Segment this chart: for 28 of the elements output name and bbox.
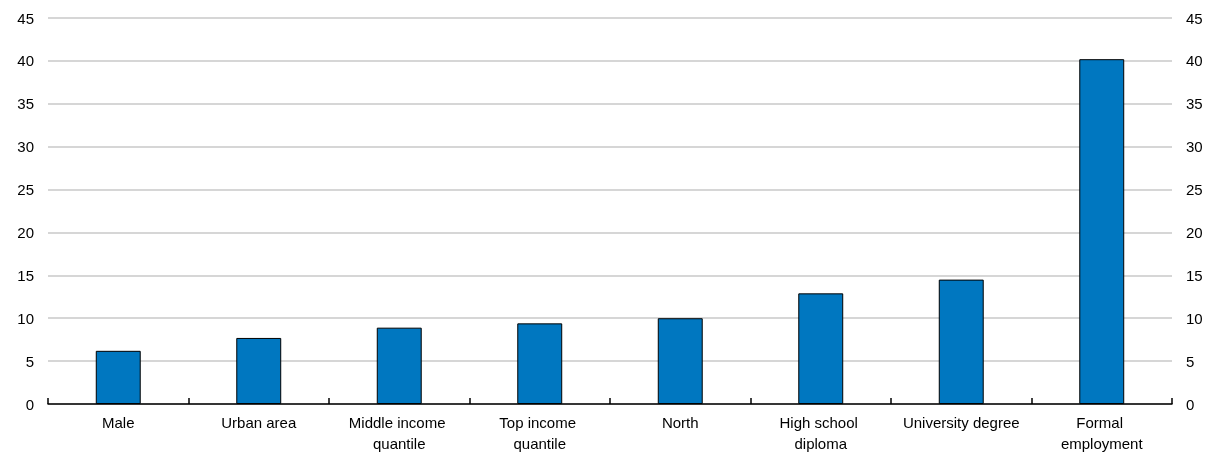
y2-tick-label: 45 <box>1186 9 1203 27</box>
y-tick-label: 5 <box>25 352 34 370</box>
y2-tick-label: 30 <box>1186 138 1203 156</box>
x-tick-label: Top income quantile <box>499 414 581 452</box>
y-tick-label: 40 <box>17 52 34 70</box>
y2-tick-label: 20 <box>1186 223 1203 241</box>
y-tick-label: 0 <box>25 395 34 413</box>
x-tick-label: University degree <box>902 414 1020 431</box>
y-tick-label: 30 <box>17 138 34 156</box>
x-tick-label: Urban area <box>221 414 297 431</box>
y2-tick-label: 15 <box>1186 266 1203 284</box>
y2-tick-label: 25 <box>1186 181 1203 199</box>
y-tick-label: 35 <box>17 95 34 113</box>
y2-tick-label: 5 <box>1186 352 1195 370</box>
y2-tick-label: 40 <box>1186 52 1203 70</box>
y-tick-label: 15 <box>17 266 34 284</box>
y2-tick-label: 10 <box>1186 309 1203 327</box>
x-tick-label: North <box>661 414 699 431</box>
y-tick-label: 45 <box>17 9 34 27</box>
x-tick-label: Male <box>101 414 135 431</box>
y-tick-label: 20 <box>17 223 34 241</box>
x-tick-label: High school diploma <box>779 414 863 452</box>
y-tick-label: 25 <box>17 181 34 199</box>
y2-tick-label: 35 <box>1186 95 1203 113</box>
x-tick-label: Formal employment <box>1060 414 1144 452</box>
y-tick-label: 10 <box>17 309 34 327</box>
x-tick-label: Middle income quantile <box>348 414 450 452</box>
y2-tick-label: 0 <box>1186 395 1195 413</box>
